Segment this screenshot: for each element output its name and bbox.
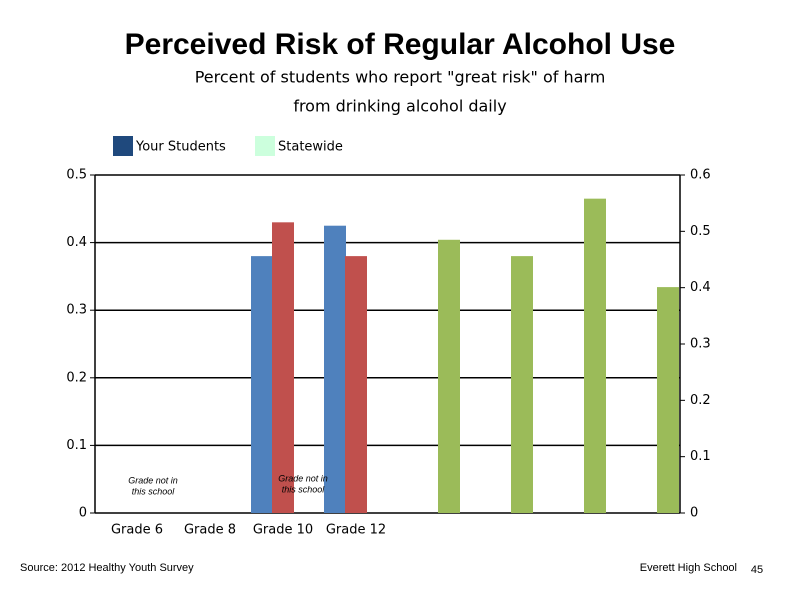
y-tick-label: 0.4 (66, 235, 87, 250)
x-tick-label: Grade 12 (326, 523, 386, 538)
legend-swatch (113, 136, 133, 156)
legend-label: Your Students (135, 140, 226, 155)
bar (272, 222, 294, 513)
y2-tick-label: 0.1 (690, 449, 711, 464)
chart-subtitle: Percent of students who report "great ri… (195, 68, 606, 87)
y-tick-label: 0.3 (66, 303, 87, 318)
chart-title: Perceived Risk of Regular Alcohol Use (125, 28, 676, 61)
bar (511, 256, 533, 513)
y2-tick-label: 0 (690, 506, 698, 521)
y2-tick-label: 0.3 (690, 337, 711, 352)
annotation: this school (132, 486, 176, 496)
annotation: Grade not in (128, 475, 178, 485)
x-tick-label: Grade 8 (184, 523, 236, 538)
annotation: this school (282, 484, 326, 494)
y-tick-label: 0 (79, 506, 87, 521)
bar (251, 256, 273, 513)
y-tick-label: 0.1 (66, 438, 87, 453)
y-tick-label: 0.5 (66, 168, 87, 183)
bar (438, 239, 460, 514)
y2-tick-label: 0.2 (690, 393, 711, 408)
bar (584, 198, 606, 513)
annotation: Grade not in (278, 473, 328, 483)
y-tick-label: 0.2 (66, 370, 87, 385)
bar (324, 225, 346, 513)
legend-label: Statewide (278, 140, 343, 155)
y2-tick-label: 0.6 (690, 168, 711, 183)
bar (345, 256, 367, 513)
source: Source: 2012 Healthy Youth Survey (20, 562, 194, 574)
page-number: 45 (751, 564, 763, 576)
legend-swatch (255, 136, 275, 156)
y2-tick-label: 0.4 (690, 280, 711, 295)
x-tick-label: Grade 10 (253, 523, 313, 538)
bar (657, 287, 679, 513)
x-tick-label: Grade 6 (111, 523, 163, 538)
y2-tick-label: 0.5 (690, 224, 711, 239)
school-name: Everett High School (640, 562, 737, 574)
chart-subtitle: from drinking alcohol daily (293, 97, 506, 116)
